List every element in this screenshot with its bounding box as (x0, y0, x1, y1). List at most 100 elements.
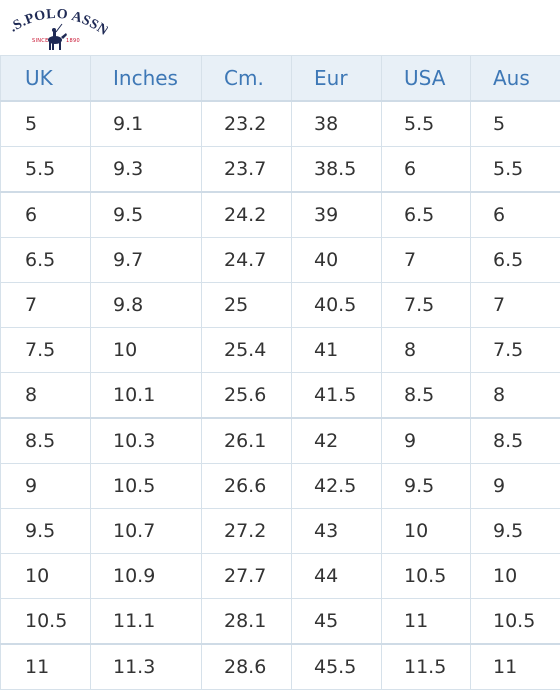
cell-aus: 10 (470, 553, 560, 599)
cell-cm: 25.6 (201, 372, 292, 419)
cell-inches: 9.7 (90, 237, 202, 283)
cell-aus: 5 (470, 100, 560, 147)
cell-inches: 9.1 (90, 100, 202, 147)
table-header-row: UK Inches Cm. Eur USA Aus (0, 55, 560, 102)
cell-inches: 11.3 (90, 643, 202, 690)
cell-inches: 10 (90, 327, 202, 373)
cell-uk: 9.5 (0, 508, 91, 554)
brand-logo: U.S.POLO ASSN. SINCE 1890 (4, 4, 108, 54)
cell-cm: 27.7 (201, 553, 292, 599)
cell-usa: 5.5 (381, 100, 471, 147)
cell-uk: 6 (0, 191, 91, 238)
polo-player-icon (48, 23, 67, 50)
cell-usa: 10.5 (381, 553, 471, 599)
since-year: 1890 (66, 38, 80, 44)
cell-aus: 10.5 (470, 598, 560, 645)
cell-eur: 40.5 (291, 282, 382, 328)
cell-eur: 41.5 (291, 372, 382, 419)
table-row: 11 11.3 28.6 45.5 11.5 11 (0, 643, 560, 690)
cell-inches: 11.1 (90, 598, 202, 645)
cell-usa: 6 (381, 146, 471, 193)
cell-uk: 11 (0, 643, 91, 690)
cell-aus: 7 (470, 282, 560, 328)
cell-uk: 5 (0, 100, 91, 147)
cell-usa: 7 (381, 237, 471, 283)
cell-uk: 6.5 (0, 237, 91, 283)
table-row: 10 10.9 27.7 44 10.5 10 (0, 553, 560, 599)
cell-cm: 23.2 (201, 100, 292, 147)
cell-inches: 9.5 (90, 191, 202, 238)
size-conversion-table: UK Inches Cm. Eur USA Aus 5 9.1 23.2 38 5.5 5… (0, 55, 560, 690)
cell-inches: 10.7 (90, 508, 202, 554)
cell-eur: 38.5 (291, 146, 382, 193)
cell-cm: 25 (201, 282, 292, 328)
cell-aus: 9 (470, 463, 560, 509)
cell-inches: 9.8 (90, 282, 202, 328)
cell-uk: 10 (0, 553, 91, 599)
cell-aus: 5.5 (470, 146, 560, 193)
cell-eur: 44 (291, 553, 382, 599)
column-header-uk: UK (0, 55, 91, 102)
cell-eur: 45.5 (291, 643, 382, 690)
table-row: 5 9.1 23.2 38 5.5 5 (0, 100, 560, 147)
cell-usa: 9.5 (381, 463, 471, 509)
cell-eur: 40 (291, 237, 382, 283)
cell-eur: 43 (291, 508, 382, 554)
cell-uk: 7.5 (0, 327, 91, 373)
cell-uk: 10.5 (0, 598, 91, 645)
table-row: 9.5 10.7 27.2 43 10 9.5 (0, 508, 560, 554)
cell-usa: 8 (381, 327, 471, 373)
table-row: 10.5 11.1 28.1 45 11 10.5 (0, 598, 560, 645)
table-row: 9 10.5 26.6 42.5 9.5 9 (0, 463, 560, 509)
table-row: 5.5 9.3 23.7 38.5 6 5.5 (0, 146, 560, 193)
cell-usa: 11 (381, 598, 471, 645)
cell-cm: 28.1 (201, 598, 292, 645)
cell-uk: 9 (0, 463, 91, 509)
column-header-usa: USA (381, 55, 471, 102)
cell-uk: 5.5 (0, 146, 91, 193)
table-row: 7.5 10 25.4 41 8 7.5 (0, 327, 560, 373)
column-header-aus: Aus (470, 55, 560, 102)
cell-cm: 23.7 (201, 146, 292, 193)
cell-cm: 25.4 (201, 327, 292, 373)
cell-aus: 8.5 (470, 417, 560, 464)
cell-usa: 10 (381, 508, 471, 554)
cell-usa: 11.5 (381, 643, 471, 690)
cell-aus: 9.5 (470, 508, 560, 554)
cell-uk: 8.5 (0, 417, 91, 464)
cell-uk: 7 (0, 282, 91, 328)
column-header-inches: Inches (90, 55, 202, 102)
cell-eur: 42.5 (291, 463, 382, 509)
cell-eur: 41 (291, 327, 382, 373)
cell-usa: 9 (381, 417, 471, 464)
table-row: 6 9.5 24.2 39 6.5 6 (0, 191, 560, 238)
cell-inches: 10.9 (90, 553, 202, 599)
cell-cm: 26.1 (201, 417, 292, 464)
table-row: 6.5 9.7 24.7 40 7 6.5 (0, 237, 560, 283)
column-header-eur: Eur (291, 55, 382, 102)
table-row: 8 10.1 25.6 41.5 8.5 8 (0, 372, 560, 419)
cell-eur: 38 (291, 100, 382, 147)
cell-eur: 45 (291, 598, 382, 645)
cell-cm: 24.7 (201, 237, 292, 283)
cell-eur: 42 (291, 417, 382, 464)
cell-cm: 26.6 (201, 463, 292, 509)
cell-usa: 7.5 (381, 282, 471, 328)
cell-inches: 9.3 (90, 146, 202, 193)
cell-uk: 8 (0, 372, 91, 419)
cell-cm: 27.2 (201, 508, 292, 554)
cell-eur: 39 (291, 191, 382, 238)
cell-aus: 7.5 (470, 327, 560, 373)
cell-cm: 24.2 (201, 191, 292, 238)
cell-aus: 6.5 (470, 237, 560, 283)
cell-inches: 10.3 (90, 417, 202, 464)
cell-usa: 6.5 (381, 191, 471, 238)
cell-aus: 8 (470, 372, 560, 419)
cell-usa: 8.5 (381, 372, 471, 419)
column-header-cm: Cm. (201, 55, 292, 102)
since-label: SINCE (32, 38, 49, 44)
cell-inches: 10.5 (90, 463, 202, 509)
table-row: 7 9.8 25 40.5 7.5 7 (0, 282, 560, 328)
table-row: 8.5 10.3 26.1 42 9 8.5 (0, 417, 560, 464)
cell-aus: 6 (470, 191, 560, 238)
